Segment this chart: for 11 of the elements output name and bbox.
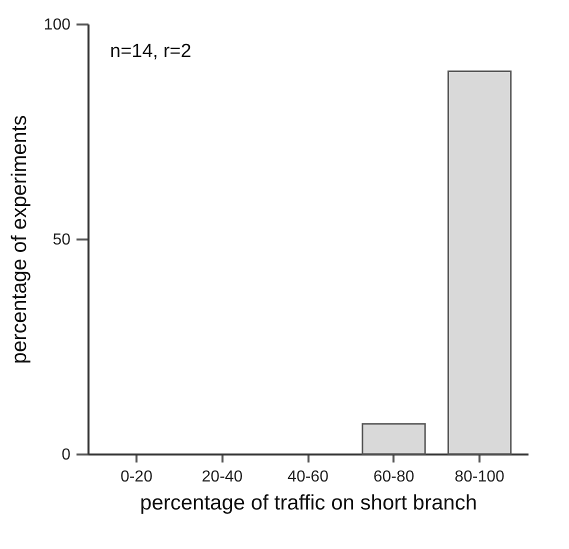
annotation: n=14, r=2 [110,41,192,62]
y-tick-label: 50 [52,232,71,248]
x-tick-label: 20-40 [202,468,243,486]
x-axis-title: percentage of traffic on short branch [140,492,477,514]
x-tick-label: 80-100 [454,468,505,486]
y-tick-label: 0 [62,446,71,464]
x-tick-label: 60-80 [373,468,414,486]
x-tick-label: 40-60 [288,468,329,486]
x-tick-label: 0-20 [120,468,153,486]
y-tick-label: 100 [44,16,71,34]
y-axis-title: percentage of experiments [8,115,31,364]
